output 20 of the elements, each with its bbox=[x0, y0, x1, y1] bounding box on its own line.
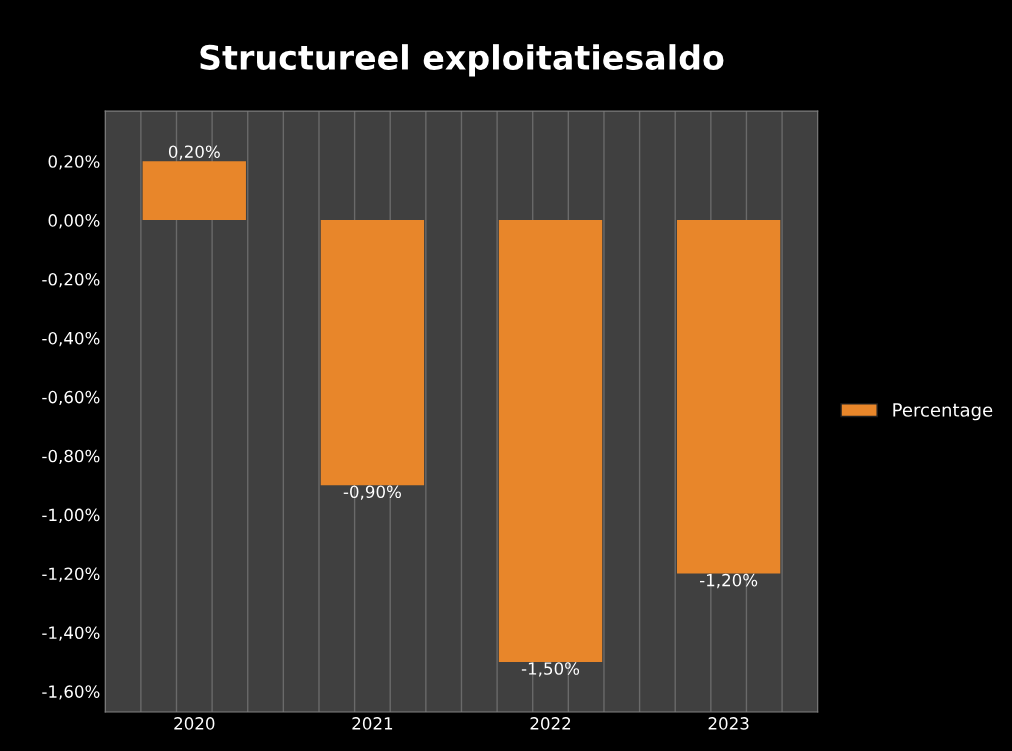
chart-title: Structureel exploitatiesaldo bbox=[200, 44, 724, 77]
y-tick-label: 0,20% bbox=[48, 155, 100, 170]
y-tick-label: -1,60% bbox=[42, 685, 100, 700]
data-label: -1,50% bbox=[521, 662, 580, 677]
y-tick-label: -0,60% bbox=[42, 390, 100, 406]
y-tick-label: -1,20% bbox=[42, 567, 100, 582]
x-tick-label: 2021 bbox=[352, 717, 393, 730]
x-tick-label: 2023 bbox=[708, 717, 749, 730]
y-tick-label: -0,40% bbox=[42, 331, 100, 347]
y-tick-label: 0,00% bbox=[48, 214, 100, 229]
y-tick-label: -0,20% bbox=[42, 272, 100, 288]
y-tick-label: -0,80% bbox=[42, 449, 100, 464]
x-tick-label: 2022 bbox=[530, 717, 571, 730]
data-label: -0,90% bbox=[343, 485, 401, 500]
data-label: 0,20% bbox=[168, 145, 220, 160]
y-tick-label: -1,00% bbox=[42, 508, 100, 523]
legend-label: Percentage bbox=[893, 403, 993, 421]
y-tick-label: -1,40% bbox=[42, 626, 100, 641]
data-label: -1,20% bbox=[699, 573, 758, 589]
x-tick-label: 2020 bbox=[174, 717, 215, 730]
